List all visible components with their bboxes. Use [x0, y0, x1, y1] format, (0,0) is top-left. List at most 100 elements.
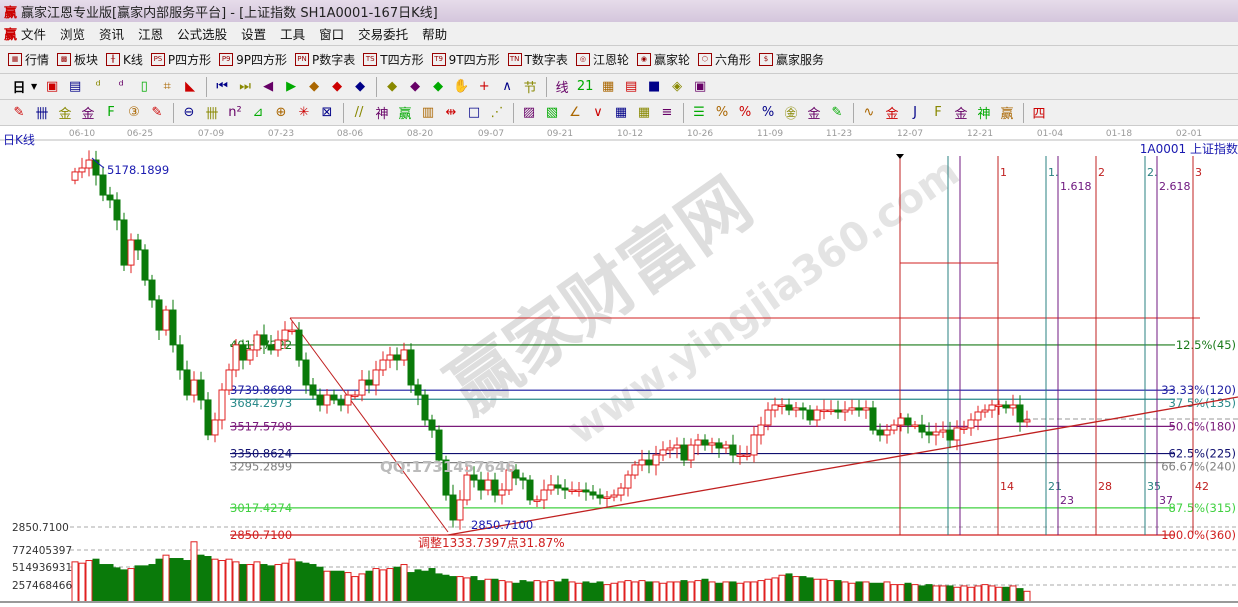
toolbar-button-0[interactable]: ▦ 行情	[8, 51, 49, 68]
menu-8[interactable]: 交易委托	[358, 27, 409, 42]
chart9-icon[interactable]: ᵈ	[118, 79, 124, 94]
toolbar-button-5[interactable]: PN P数字表	[295, 51, 355, 68]
toolbar-button-9[interactable]: ◎ 江恩轮	[575, 51, 629, 68]
pct3-icon[interactable]: %	[761, 105, 775, 120]
parallel-icon[interactable]: 卌	[35, 107, 49, 122]
ratio-icon[interactable]: //	[354, 105, 364, 120]
chart3-icon[interactable]: ᵈ	[95, 79, 101, 94]
grid-icon[interactable]: 卌	[205, 107, 219, 122]
ying-icon[interactable]: 赢	[398, 107, 412, 122]
menu-3[interactable]: 江恩	[138, 27, 164, 42]
zoom-left-icon[interactable]: ◆	[309, 79, 320, 94]
menu-2[interactable]: 资讯	[99, 27, 125, 42]
right-icon[interactable]: ▶	[286, 79, 297, 94]
toolbar-button-12[interactable]: $ 赢家服务	[758, 51, 824, 68]
candle-body	[575, 489, 583, 493]
frame-icon[interactable]: □	[467, 105, 481, 120]
pen2-icon[interactable]: ✎	[151, 105, 163, 120]
menu-6[interactable]: 工具	[280, 27, 306, 42]
left-icon[interactable]: ◀	[263, 79, 274, 94]
fan-icon[interactable]: ⋰	[490, 105, 504, 120]
line-chart-icon[interactable]: 线	[555, 81, 569, 96]
square2-icon[interactable]: ▧	[545, 105, 559, 120]
calendar-icon[interactable]: 21	[576, 79, 594, 94]
measure-icon[interactable]: ⇹	[445, 105, 457, 120]
calculator-icon[interactable]: ▦	[602, 79, 615, 94]
j-icon[interactable]: J	[913, 105, 917, 120]
save-icon[interactable]: ■	[648, 79, 661, 94]
circle-icon[interactable]: ⊖	[183, 105, 195, 120]
notes-icon[interactable]: ▤	[625, 79, 638, 94]
first-icon[interactable]: ⏮	[216, 79, 228, 94]
gold4-icon[interactable]: 金	[885, 107, 899, 122]
pct-icon[interactable]: %	[715, 105, 729, 120]
shen-icon[interactable]: 神	[375, 107, 389, 122]
zoom-out-icon[interactable]: ◆	[433, 79, 444, 94]
kline-chart[interactable]: 06-10 06-25 07-09 07-23 08-06 08-20 09-07 09-21…	[0, 126, 1238, 604]
toolbar-button-1[interactable]: ▩ 板块	[57, 51, 98, 68]
grid3-icon[interactable]: ▦	[637, 105, 651, 120]
line-icon[interactable]: ∧	[502, 79, 512, 94]
doc-icon[interactable]: ▤	[69, 79, 82, 94]
draw-icon[interactable]: ⌗	[163, 79, 171, 94]
tool-icon[interactable]: ✎	[831, 105, 843, 120]
candle-type-icon[interactable]: ▯	[140, 79, 148, 94]
flag-icon[interactable]: ◣	[185, 79, 196, 94]
pct2-icon[interactable]: %	[738, 105, 752, 120]
menu-0[interactable]: 文件	[21, 27, 47, 42]
list-icon[interactable]: ☰	[693, 105, 705, 120]
wave-icon[interactable]: ∿	[863, 105, 875, 120]
gold2-icon[interactable]: 金	[81, 107, 95, 122]
ying2-icon[interactable]: 赢	[1000, 107, 1014, 122]
menu-5[interactable]: 设置	[241, 27, 267, 42]
square-icon[interactable]: ▨	[522, 105, 536, 120]
period-select[interactable]: 日	[12, 81, 26, 96]
window-icon[interactable]: ▣	[46, 79, 59, 94]
toolbar-button-3[interactable]: PS P四方形	[150, 51, 211, 68]
shrink-icon[interactable]: ◆	[387, 79, 398, 94]
toolbar-button-4[interactable]: P9 9P四方形	[219, 51, 287, 68]
angle-icon[interactable]: ⊿	[252, 105, 264, 120]
fib-icon[interactable]: F	[107, 105, 115, 120]
network-icon[interactable]: ◈	[672, 79, 683, 94]
n2-icon[interactable]: n²	[228, 105, 242, 120]
section-icon[interactable]: 节	[523, 81, 537, 96]
toolbar-button-2[interactable]: ╫ K线	[106, 51, 143, 68]
menu-1[interactable]: 浏览	[60, 27, 86, 42]
gold-circle-icon[interactable]: ㊎	[784, 107, 798, 122]
expand-icon[interactable]: ◆	[355, 79, 366, 94]
angle2-icon[interactable]: ∠	[569, 105, 581, 120]
hand-icon[interactable]: ✋	[453, 79, 470, 94]
menu-7[interactable]: 窗口	[319, 27, 345, 42]
last-icon[interactable]: ⏭	[239, 79, 251, 94]
star-icon[interactable]: ✳	[298, 105, 310, 120]
shen2-icon[interactable]: 神	[977, 107, 991, 122]
menu-4[interactable]: 公式选股	[177, 27, 228, 42]
gold5-icon[interactable]: 金	[954, 107, 968, 122]
toolbar-button-11[interactable]: ⬡ 六角形	[697, 51, 751, 68]
toolbar-button-6[interactable]: TS T四方形	[363, 51, 424, 68]
toolbar-button-10[interactable]: ◉ 赢家轮	[636, 51, 690, 68]
print-icon[interactable]: ▣	[694, 79, 707, 94]
grid2-icon[interactable]: ▦	[614, 105, 628, 120]
toolbar-button-7[interactable]: T9 9T四方形	[431, 51, 500, 68]
zoom-in-icon[interactable]: ◆	[410, 79, 421, 94]
gold-icon[interactable]: 金	[58, 107, 72, 122]
ruler-icon[interactable]: ▥	[421, 105, 435, 120]
zoom-right-icon[interactable]: ◆	[332, 79, 343, 94]
lines-icon[interactable]: ≡	[661, 105, 673, 120]
spiral-icon[interactable]: ③	[128, 105, 140, 120]
target-icon[interactable]: ⊕	[275, 105, 287, 120]
gold3-icon[interactable]: 金	[807, 107, 821, 122]
v-icon[interactable]: ∨	[593, 105, 603, 120]
si-icon[interactable]: 四	[1032, 107, 1046, 122]
f-icon[interactable]: F	[934, 105, 942, 120]
box-icon[interactable]: ⊠	[321, 105, 333, 120]
date-tick: 02-01	[1176, 129, 1202, 139]
t9-icon: T9	[431, 53, 446, 66]
toolbar-button-8[interactable]: TN T数字表	[507, 51, 568, 68]
pen-icon[interactable]: ✎	[13, 105, 25, 120]
menu-9[interactable]: 帮助	[422, 27, 448, 42]
crosshair-icon[interactable]: +	[478, 79, 490, 94]
period-dropdown-icon[interactable]: ▼	[31, 82, 38, 91]
